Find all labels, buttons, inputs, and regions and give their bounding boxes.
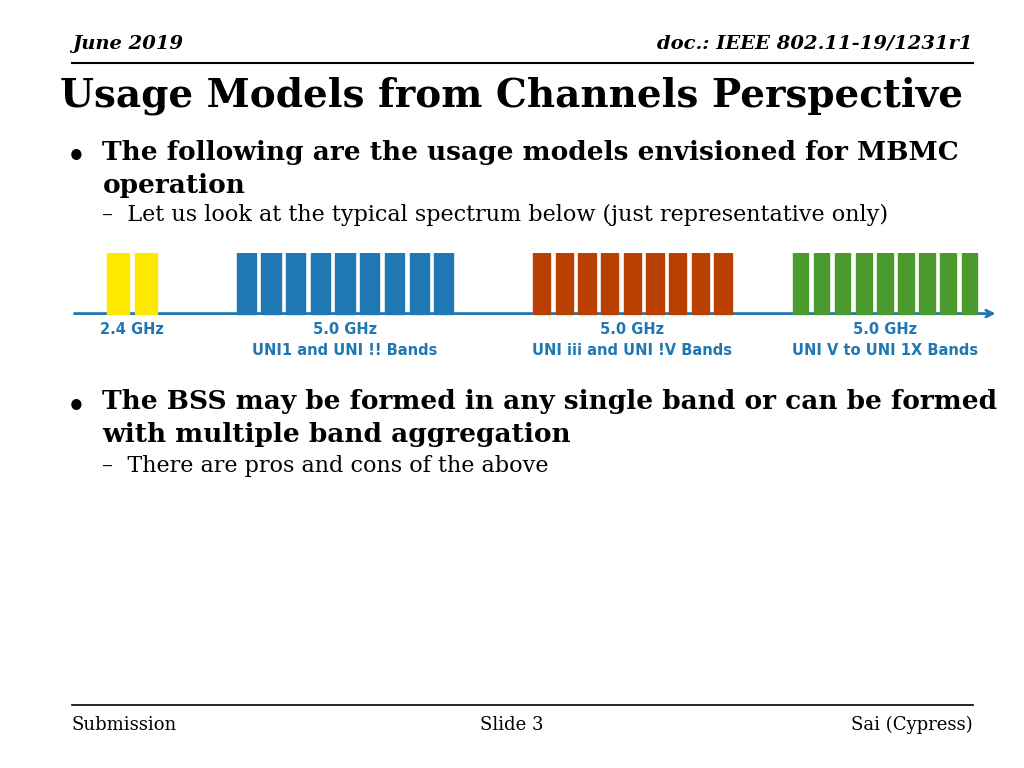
Text: –  Let us look at the typical spectrum below (just representative only): – Let us look at the typical spectrum be… bbox=[102, 204, 889, 226]
Bar bbox=[237, 253, 256, 313]
Text: The following are the usage models envisioned for MBMC: The following are the usage models envis… bbox=[102, 140, 959, 165]
Bar bbox=[601, 253, 618, 313]
Bar bbox=[715, 253, 731, 313]
Bar bbox=[878, 253, 893, 313]
Bar bbox=[410, 253, 429, 313]
Bar bbox=[646, 253, 664, 313]
Text: •: • bbox=[67, 142, 85, 171]
Text: The BSS may be formed in any single band or can be formed: The BSS may be formed in any single band… bbox=[102, 389, 997, 415]
Text: Sai (Cypress): Sai (Cypress) bbox=[851, 716, 973, 734]
Bar bbox=[434, 253, 454, 313]
Bar bbox=[669, 253, 686, 313]
Bar bbox=[920, 253, 935, 313]
Bar bbox=[286, 253, 305, 313]
Text: –  There are pros and cons of the above: – There are pros and cons of the above bbox=[102, 455, 549, 477]
Bar bbox=[534, 253, 550, 313]
Bar bbox=[898, 253, 913, 313]
Bar bbox=[579, 253, 596, 313]
Bar bbox=[336, 253, 354, 313]
Bar bbox=[106, 253, 129, 313]
Bar bbox=[135, 253, 157, 313]
Bar bbox=[692, 253, 709, 313]
Text: with multiple band aggregation: with multiple band aggregation bbox=[102, 422, 571, 448]
Text: •: • bbox=[67, 392, 85, 421]
Bar bbox=[556, 253, 573, 313]
Bar bbox=[793, 253, 808, 313]
Text: 5.0 GHz: 5.0 GHz bbox=[600, 322, 665, 337]
Bar bbox=[360, 253, 379, 313]
Text: operation: operation bbox=[102, 173, 246, 198]
Text: 5.0 GHz: 5.0 GHz bbox=[853, 322, 916, 337]
Bar bbox=[385, 253, 404, 313]
Text: UNI1 and UNI !! Bands: UNI1 and UNI !! Bands bbox=[252, 343, 437, 358]
Text: doc.: IEEE 802.11-19/1231r1: doc.: IEEE 802.11-19/1231r1 bbox=[657, 35, 973, 52]
Bar bbox=[261, 253, 281, 313]
Bar bbox=[962, 253, 977, 313]
Text: 2.4 GHz: 2.4 GHz bbox=[100, 322, 164, 337]
Bar bbox=[856, 253, 871, 313]
Text: UNI iii and UNI !V Bands: UNI iii and UNI !V Bands bbox=[532, 343, 732, 358]
Bar bbox=[310, 253, 330, 313]
Text: Slide 3: Slide 3 bbox=[480, 716, 544, 733]
Text: UNI V to UNI 1X Bands: UNI V to UNI 1X Bands bbox=[792, 343, 978, 358]
Bar bbox=[814, 253, 829, 313]
Text: 5.0 GHz: 5.0 GHz bbox=[313, 322, 377, 337]
Bar bbox=[835, 253, 851, 313]
Text: Usage Models from Channels Perspective: Usage Models from Channels Perspective bbox=[60, 77, 964, 115]
Text: Submission: Submission bbox=[72, 716, 177, 733]
Bar bbox=[624, 253, 641, 313]
Text: June 2019: June 2019 bbox=[72, 35, 183, 52]
Bar bbox=[940, 253, 956, 313]
